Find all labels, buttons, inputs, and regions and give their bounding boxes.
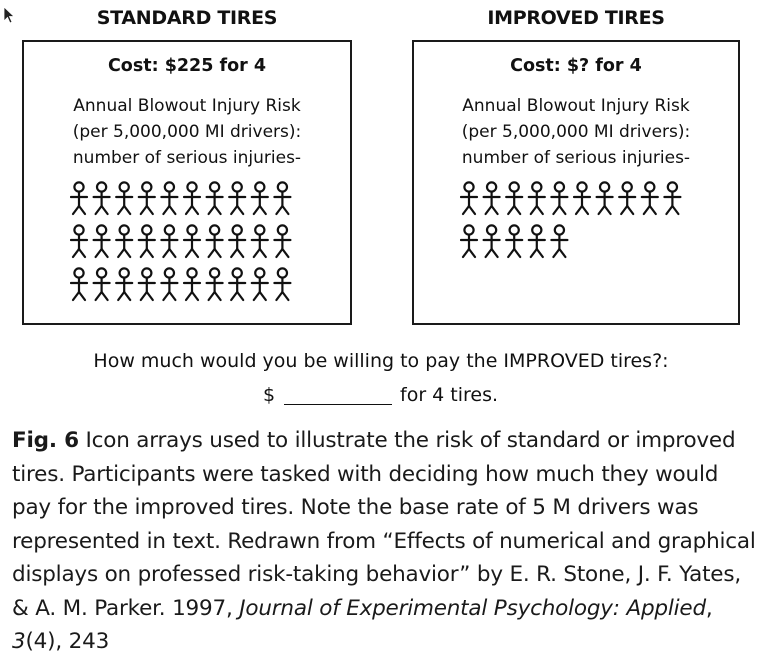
person-icon <box>182 267 202 302</box>
person-icon <box>460 224 479 259</box>
person-icon <box>70 224 89 259</box>
person-icon <box>205 224 224 259</box>
person-icon <box>505 224 524 259</box>
improved-risk-text: Annual Blowout Injury Risk (per 5,000,00… <box>414 93 738 171</box>
person-icon <box>205 267 224 302</box>
risk-line: Annual Blowout Injury Risk <box>462 96 690 116</box>
improved-cost: Cost: $? for 4 <box>510 56 642 76</box>
person-icon <box>137 224 156 259</box>
person-icon <box>482 224 501 259</box>
person-icon <box>115 267 134 302</box>
person-icon <box>160 181 179 216</box>
risk-line: number of serious injuries- <box>461 148 691 168</box>
person-icon <box>550 181 569 216</box>
standard-risk-text: Annual Blowout Injury Risk (per 5,000,00… <box>24 93 350 171</box>
standard-cost: Cost: $225 for 4 <box>107 56 267 76</box>
person-icon <box>182 181 202 216</box>
person-icon <box>115 181 134 216</box>
journal-name: Journal of Experimental Psychology: Appl… <box>239 595 706 621</box>
person-icon <box>273 181 292 216</box>
person-icon <box>70 267 89 302</box>
improved-icon-array <box>460 181 682 259</box>
standard-tires-title: STANDARD TIRES <box>96 7 278 29</box>
person-icon <box>663 181 682 216</box>
person-icon <box>618 181 637 216</box>
person-icon <box>273 267 292 302</box>
person-icon <box>115 224 134 259</box>
person-icon <box>70 181 89 216</box>
risk-line: (per 5,000,000 MI drivers): <box>72 122 302 142</box>
dollar-sign: $ <box>263 384 276 406</box>
standard-icon-array <box>70 181 292 302</box>
risk-line: number of serious injuries- <box>72 148 302 168</box>
person-icon <box>228 224 247 259</box>
journal-volume: 3 <box>12 629 26 654</box>
person-icon <box>640 181 659 216</box>
person-icon <box>572 181 592 216</box>
person-icon <box>92 181 111 216</box>
improved-tires-panel: Cost: $? for 4 Annual Blowout Injury Ris… <box>412 40 740 325</box>
price-suffix: for 4 tires. <box>400 384 499 406</box>
person-icon <box>228 267 247 302</box>
willingness-question: How much would you be willing to pay the… <box>93 350 669 372</box>
caption-text: , <box>705 595 713 621</box>
person-icon <box>550 224 569 259</box>
person-icon <box>595 181 614 216</box>
risk-line: (per 5,000,000 MI drivers): <box>461 122 691 142</box>
person-icon <box>250 267 269 302</box>
risk-line: Annual Blowout Injury Risk <box>73 96 301 116</box>
person-icon <box>92 267 111 302</box>
person-icon <box>160 224 179 259</box>
person-icon <box>92 224 111 259</box>
person-icon <box>527 181 546 216</box>
person-icon <box>505 181 524 216</box>
person-icon <box>527 224 546 259</box>
standard-tires-panel: Cost: $225 for 4 Annual Blowout Injury R… <box>22 40 352 325</box>
figure-caption: Fig. 6 Icon arrays used to illustrate th… <box>12 424 757 659</box>
caption-text: Icon arrays used to illustrate the risk … <box>12 428 756 621</box>
person-icon <box>205 181 224 216</box>
person-icon <box>273 224 292 259</box>
person-icon <box>482 181 501 216</box>
person-icon <box>250 224 269 259</box>
person-icon <box>228 181 247 216</box>
improved-tires-title: IMPROVED TIRES <box>487 7 665 29</box>
person-icon <box>182 224 202 259</box>
person-icon <box>250 181 269 216</box>
figure-label: Fig. 6 <box>12 428 79 453</box>
person-icon <box>137 267 156 302</box>
person-icon <box>137 181 156 216</box>
price-blank <box>284 404 392 405</box>
person-icon <box>460 181 479 216</box>
caption-text: (4), 243 <box>25 629 110 654</box>
cursor-icon <box>3 6 16 24</box>
person-icon <box>160 267 179 302</box>
